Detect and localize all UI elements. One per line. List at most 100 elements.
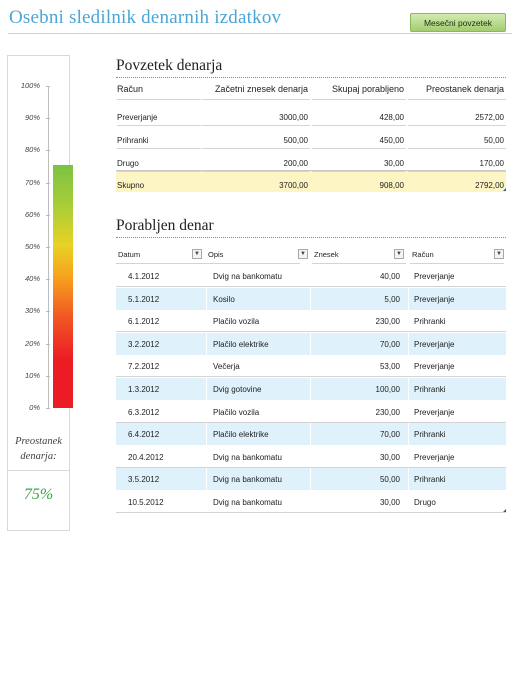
gauge-tick-label: 30% <box>24 306 40 316</box>
spent-cell: Plačilo elektrike <box>213 430 269 440</box>
spent-cell: 30,00 <box>379 498 400 507</box>
summary-row-rule <box>202 148 310 149</box>
spent-header-rule <box>116 263 210 264</box>
spent-row-band <box>116 423 506 446</box>
spent-cell: 3.5.2012 <box>128 475 160 485</box>
summary-cell: 500,00 <box>283 136 308 145</box>
spent-cell: 6.4.2012 <box>128 430 160 440</box>
spent-cell: 70,00 <box>379 339 400 349</box>
summary-total-band <box>116 170 506 192</box>
gauge-tick <box>46 311 50 313</box>
summary-total-cell: 2792,00 <box>475 181 504 190</box>
gauge-tick-label: 60% <box>24 209 40 219</box>
spent-cell: Plačilo vozila <box>213 317 260 327</box>
summary-header-rule <box>312 99 406 100</box>
summary-header: Preostanek denarja <box>425 84 504 94</box>
summary-cell: 170,00 <box>479 159 504 168</box>
gauge-tick <box>46 214 50 216</box>
summary-resize-handle[interactable] <box>503 188 506 191</box>
summary-cell: Drugo <box>117 159 139 168</box>
summary-row-rule <box>117 148 201 149</box>
summary-row-rule <box>202 125 310 126</box>
summary-title-rule <box>116 77 506 78</box>
summary-row-rule <box>117 171 201 172</box>
spent-row-rule <box>116 331 506 333</box>
gauge-tick <box>46 375 50 377</box>
summary-cell: Prihranki <box>117 136 149 145</box>
spent-cell: 7.2.2012 <box>128 362 160 372</box>
gauge-tick <box>46 86 50 87</box>
summary-row-rule <box>202 171 310 172</box>
monthly-summary-button[interactable]: Mesečni povzetek <box>410 13 506 32</box>
spent-cell: 5.1.2012 <box>128 294 160 304</box>
date-filter-dropdown[interactable]: ▼ <box>192 249 202 259</box>
spent-row-rule <box>116 512 506 513</box>
account-filter-dropdown[interactable]: ▼ <box>494 249 504 259</box>
spent-cell: 6.3.2012 <box>128 407 160 417</box>
gauge-value: 75% <box>23 486 54 503</box>
spent-cell: 70,00 <box>379 430 400 440</box>
spent-cell: Dvig na bankomatu <box>213 498 282 507</box>
spent-cell: 6.1.2012 <box>128 317 160 327</box>
gauge-tick-label: 50% <box>24 242 40 251</box>
summary-row-rule <box>408 148 506 149</box>
spent-cell: 4.1.2012 <box>128 272 160 281</box>
summary-header: Začetni znesek denarja <box>214 84 308 94</box>
spent-cell: 230,00 <box>375 317 400 327</box>
spent-band-separator <box>206 423 207 446</box>
spent-cell: 20.4.2012 <box>128 452 164 462</box>
gauge-tick-label: 40% <box>24 274 40 284</box>
summary-cell: 428,00 <box>379 113 404 122</box>
summary-cell: 3000,00 <box>279 113 308 122</box>
summary-cell: 2572,00 <box>475 113 504 122</box>
spent-cell: Prihranki <box>414 475 446 485</box>
spent-band-separator <box>310 423 311 446</box>
spent-cell: Preverjanje <box>414 339 455 349</box>
gauge-divider <box>8 470 69 471</box>
spent-header-rule <box>206 263 300 264</box>
spent-cell: 230,00 <box>375 407 400 417</box>
gauge-tick-label: 90% <box>24 113 40 123</box>
amount-filter-dropdown[interactable]: ▼ <box>394 249 404 259</box>
spent-band-separator <box>408 332 409 355</box>
gauge-tick-label: 100% <box>20 81 40 90</box>
spent-title: Porabljen denar <box>116 217 214 234</box>
spent-cell: Preverjanje <box>414 294 455 304</box>
summary-title: Povzetek denarja <box>116 57 223 74</box>
page-title: Osebni sledilnik denarnih izdatkov <box>9 7 282 28</box>
gauge-label: Preostanek denarja: <box>15 436 62 462</box>
spent-cell: Dvig na bankomatu <box>213 452 282 462</box>
spent-title-rule <box>116 237 506 238</box>
summary-total-cell: Skupno <box>117 181 145 190</box>
spent-cell: Dvig na bankomatu <box>213 272 282 281</box>
gauge-tick <box>46 343 50 345</box>
spent-header: Datum <box>118 250 141 259</box>
spent-row-band <box>116 378 506 400</box>
gauge-tick <box>46 279 50 281</box>
spent-resize-handle[interactable] <box>503 509 506 512</box>
gauge-tick-label: 20% <box>24 338 40 348</box>
spent-band-separator <box>206 378 207 400</box>
spent-cell: Dvig gotovine <box>213 385 262 394</box>
spent-row-rule <box>116 286 506 287</box>
spent-cell: 100,00 <box>375 385 400 394</box>
spent-cell: 10.5.2012 <box>128 498 164 507</box>
spent-header: Znesek <box>314 250 339 259</box>
spent-cell: Prihranki <box>414 385 446 394</box>
spent-band-separator <box>310 287 311 310</box>
gauge-chart: 100% 90% 80% 70% 60% 50% 40% 30% 20% 10% 0% <box>8 56 73 476</box>
description-filter-dropdown[interactable]: ▼ <box>298 249 308 259</box>
spent-cell: 53,00 <box>379 362 400 372</box>
summary-header-rule <box>117 99 201 100</box>
spent-band-separator <box>408 468 409 491</box>
spent-cell: Dvig na bankomatu <box>213 475 282 485</box>
spent-cell: Preverjanje <box>414 452 455 462</box>
summary-total-cell: 3700,00 <box>279 181 308 190</box>
spent-band-separator <box>310 468 311 491</box>
spent-cell: 3.2.2012 <box>128 339 160 349</box>
summary-cell: Preverjanje <box>117 113 158 122</box>
spent-header-rule <box>410 263 504 264</box>
summary-cell: 50,00 <box>483 136 504 145</box>
spent-cell: Preverjanje <box>414 272 455 281</box>
spent-row-rule <box>116 421 506 423</box>
